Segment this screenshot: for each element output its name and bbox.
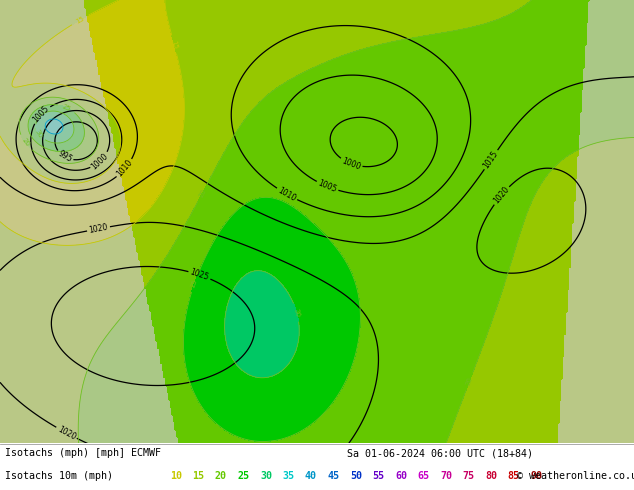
Text: 75: 75 (463, 471, 474, 481)
Text: 30: 30 (260, 471, 272, 481)
Text: 30: 30 (33, 128, 43, 139)
Text: 50: 50 (350, 471, 362, 481)
Text: 1000: 1000 (340, 156, 362, 172)
Text: 25: 25 (237, 471, 249, 481)
Text: 1010: 1010 (115, 158, 134, 179)
Text: 80: 80 (485, 471, 497, 481)
Text: 15: 15 (75, 15, 86, 24)
Text: 1025: 1025 (189, 268, 210, 282)
Text: © weatheronline.co.uk: © weatheronline.co.uk (517, 471, 634, 481)
Text: 25: 25 (61, 103, 72, 112)
Text: 30: 30 (292, 307, 301, 318)
Text: 1005: 1005 (32, 104, 51, 124)
Text: 20: 20 (198, 188, 207, 198)
Text: Isotachs 10m (mph): Isotachs 10m (mph) (5, 471, 113, 481)
Text: 1000: 1000 (90, 151, 110, 171)
Text: 1010: 1010 (276, 186, 297, 203)
Text: 1020: 1020 (492, 185, 511, 206)
Text: 65: 65 (417, 471, 429, 481)
Text: 70: 70 (440, 471, 452, 481)
Text: 10: 10 (170, 471, 182, 481)
Text: 995: 995 (56, 149, 73, 164)
Text: 15: 15 (170, 39, 178, 49)
Text: 1020: 1020 (56, 424, 77, 441)
Text: Isotachs (mph) [mph] ECMWF: Isotachs (mph) [mph] ECMWF (5, 448, 161, 458)
Text: 45: 45 (327, 471, 339, 481)
Text: 1020: 1020 (88, 222, 109, 235)
Text: 25: 25 (190, 278, 199, 288)
Text: 55: 55 (372, 471, 384, 481)
Text: Sa 01-06-2024 06:00 UTC (18+84): Sa 01-06-2024 06:00 UTC (18+84) (347, 448, 533, 458)
Text: 1005: 1005 (316, 178, 338, 194)
Text: 85: 85 (507, 471, 519, 481)
Text: 35: 35 (283, 471, 294, 481)
Text: 20: 20 (215, 471, 227, 481)
Text: 90: 90 (530, 471, 542, 481)
Text: 20: 20 (465, 376, 474, 387)
Text: 40: 40 (305, 471, 317, 481)
Text: 20: 20 (20, 138, 30, 148)
Text: 60: 60 (395, 471, 407, 481)
Text: 15: 15 (192, 471, 204, 481)
Text: 1015: 1015 (482, 149, 500, 170)
